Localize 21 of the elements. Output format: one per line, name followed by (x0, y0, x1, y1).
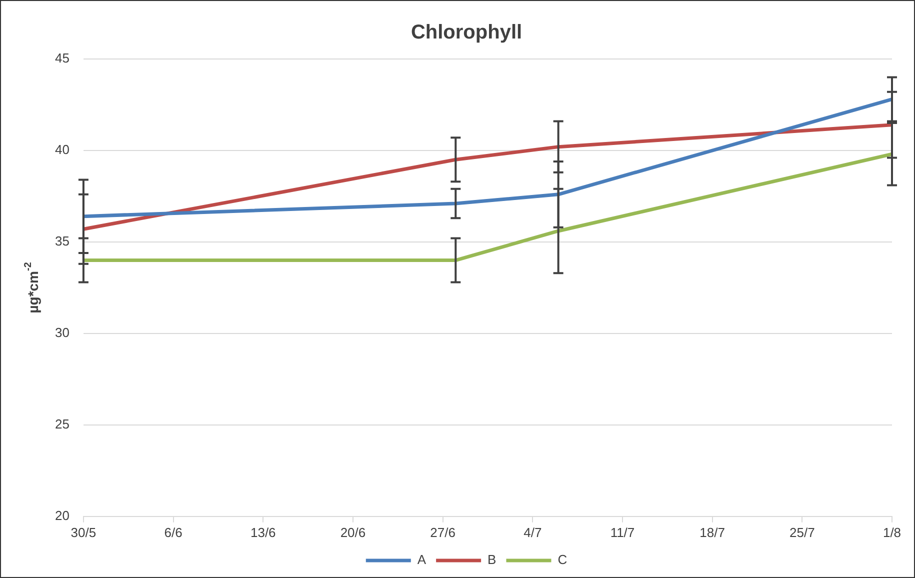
x-tick-label: 18/7 (700, 524, 725, 540)
y-tick-label: 20 (54, 508, 70, 523)
x-tick-label: 4/7 (524, 524, 542, 540)
y-tick-label: 30 (54, 325, 70, 340)
x-tick-label: 1/8 (882, 524, 902, 540)
y-tick-label: 35 (54, 234, 70, 249)
x-tick-label: 6/6 (164, 524, 182, 540)
y-tick-label: 40 (54, 142, 70, 158)
y-axis-title: µg*cm-2 (23, 262, 41, 314)
x-tick-label: 20/6 (340, 524, 366, 540)
x-tick-label: 13/6 (250, 524, 276, 540)
x-tick-label: 27/6 (430, 524, 456, 540)
y-tick-label: 45 (54, 50, 70, 66)
x-tick-label: 25/7 (790, 524, 815, 540)
x-tick-label: 11/7 (610, 524, 635, 540)
x-tick-label: 30/5 (70, 524, 96, 540)
legend-label: C (558, 552, 568, 568)
legend-label: B (488, 552, 496, 568)
chart-title: Chlorophyll (410, 22, 522, 44)
y-tick-label: 25 (54, 416, 70, 432)
legend-label: A (417, 552, 426, 568)
